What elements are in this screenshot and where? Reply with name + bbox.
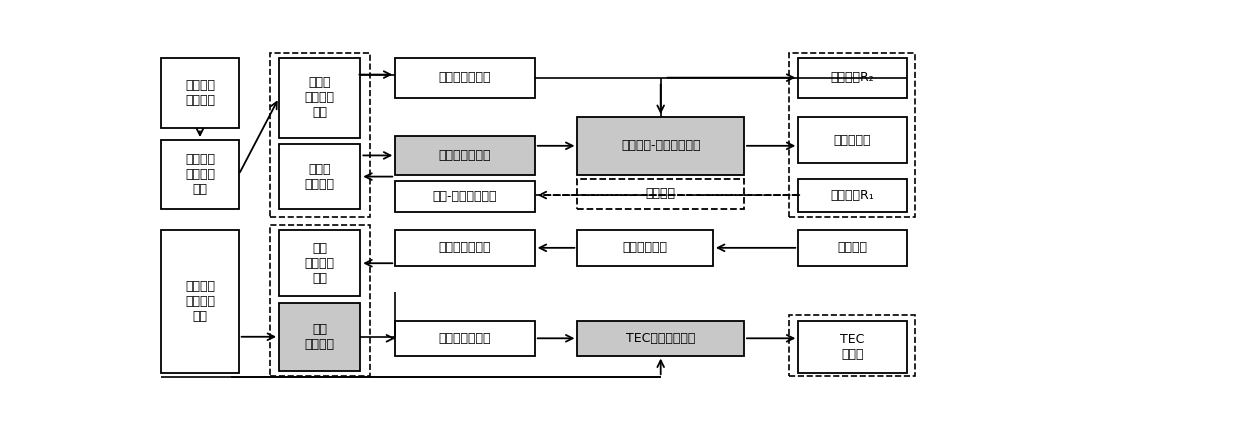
Bar xyxy=(396,181,534,211)
Text: 第一运算放大器: 第一运算放大器 xyxy=(439,71,491,84)
Bar xyxy=(799,117,906,163)
Bar xyxy=(578,117,744,175)
Bar xyxy=(161,57,238,128)
Bar xyxy=(396,230,534,266)
Text: 正弦电压
调制信号: 正弦电压 调制信号 xyxy=(185,79,215,107)
Text: 等效电阻R₂: 等效电阻R₂ xyxy=(831,71,874,84)
Text: 第二基准
电压产生
电路: 第二基准 电压产生 电路 xyxy=(185,280,215,323)
Text: 第一仪用比较器: 第一仪用比较器 xyxy=(439,149,491,162)
Bar xyxy=(396,57,534,98)
Bar xyxy=(279,144,361,209)
Bar xyxy=(396,136,534,175)
Text: 采样电阻R₁: 采样电阻R₁ xyxy=(831,189,874,202)
Text: TEC电流驱动电路: TEC电流驱动电路 xyxy=(626,332,696,345)
Bar xyxy=(799,57,906,98)
Text: 第一电压-电流转换电路: 第一电压-电流转换电路 xyxy=(621,139,701,152)
Bar xyxy=(799,321,906,373)
Bar xyxy=(279,230,361,296)
Text: 温控
基准电压: 温控 基准电压 xyxy=(305,323,335,351)
Text: 第二仪用比较器: 第二仪用比较器 xyxy=(439,332,491,345)
Bar xyxy=(396,321,534,356)
Bar xyxy=(279,302,361,371)
Text: 温控
反馈电压
比较: 温控 反馈电压 比较 xyxy=(305,242,335,285)
Text: 激光器
基准电压
比较: 激光器 基准电压 比较 xyxy=(305,76,335,119)
Bar xyxy=(578,178,744,209)
Bar xyxy=(270,53,370,217)
Bar xyxy=(799,178,906,211)
Bar xyxy=(578,321,744,356)
Bar xyxy=(270,225,370,376)
Text: 激光二极管: 激光二极管 xyxy=(833,133,872,147)
Bar xyxy=(161,230,238,373)
Bar xyxy=(578,230,713,266)
Text: 温度检测电路: 温度检测电路 xyxy=(622,242,667,254)
Text: 第一基准
电压产生
电路: 第一基准 电压产生 电路 xyxy=(185,153,215,196)
Text: 第二运算放大器: 第二运算放大器 xyxy=(439,242,491,254)
Text: 电流-电压转换电路: 电流-电压转换电路 xyxy=(433,190,497,203)
Bar xyxy=(161,140,238,209)
Text: 热敏电阻: 热敏电阻 xyxy=(837,242,868,254)
Bar xyxy=(789,53,915,217)
Bar xyxy=(799,230,906,266)
Text: 采样电流: 采样电流 xyxy=(646,187,676,200)
Bar xyxy=(789,315,915,376)
Text: TEC
激光器: TEC 激光器 xyxy=(841,333,864,361)
Text: 激光器
反馈电压: 激光器 反馈电压 xyxy=(305,163,335,190)
Bar xyxy=(279,57,361,138)
